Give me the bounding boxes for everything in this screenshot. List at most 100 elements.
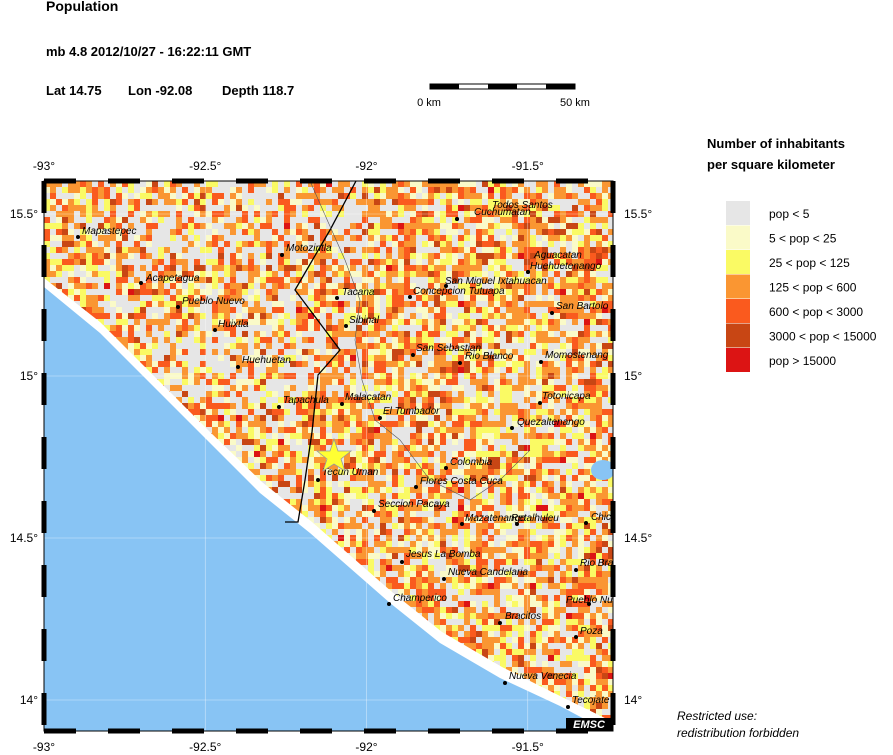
- pop-cell: [386, 265, 392, 271]
- pop-cell: [80, 229, 86, 235]
- pop-cell: [452, 247, 458, 253]
- pop-cell: [500, 319, 506, 325]
- pop-cell: [410, 277, 416, 283]
- pop-cell: [350, 277, 356, 283]
- pop-cell: [512, 445, 518, 451]
- pop-cell: [116, 289, 122, 295]
- pop-cell: [608, 487, 613, 493]
- pop-cell: [392, 331, 398, 337]
- pop-cell: [500, 421, 506, 427]
- pop-cell: [566, 343, 572, 349]
- pop-cell: [368, 301, 374, 307]
- pop-cell: [572, 337, 578, 343]
- pop-cell: [470, 343, 476, 349]
- pop-cell: [350, 307, 356, 313]
- pop-cell: [530, 199, 536, 205]
- pop-cell: [560, 289, 566, 295]
- pop-cell: [596, 445, 602, 451]
- pop-cell: [584, 379, 590, 385]
- pop-cell: [380, 253, 386, 259]
- pop-cell: [464, 259, 470, 265]
- pop-cell: [302, 487, 308, 493]
- pop-cell: [212, 307, 218, 313]
- pop-cell: [590, 253, 596, 259]
- pop-cell: [602, 181, 608, 187]
- pop-cell: [578, 253, 584, 259]
- pop-cell: [188, 205, 194, 211]
- pop-cell: [584, 421, 590, 427]
- pop-cell: [344, 181, 350, 187]
- pop-cell: [500, 307, 506, 313]
- pop-cell: [260, 379, 266, 385]
- pop-cell: [536, 409, 542, 415]
- pop-cell: [308, 235, 314, 241]
- pop-cell: [434, 355, 440, 361]
- pop-cell: [512, 229, 518, 235]
- pop-cell: [452, 415, 458, 421]
- pop-cell: [284, 343, 290, 349]
- pop-cell: [536, 463, 542, 469]
- pop-cell: [98, 229, 104, 235]
- pop-cell: [524, 301, 530, 307]
- pop-cell: [368, 241, 374, 247]
- pop-cell: [590, 223, 596, 229]
- pop-cell: [368, 325, 374, 331]
- pop-cell: [584, 259, 590, 265]
- pop-cell: [284, 415, 290, 421]
- pop-cell: [470, 313, 476, 319]
- pop-cell: [218, 241, 224, 247]
- pop-cell: [368, 469, 374, 475]
- pop-cell: [212, 253, 218, 259]
- pop-cell: [272, 277, 278, 283]
- pop-cell: [416, 451, 422, 457]
- pop-cell: [602, 301, 608, 307]
- pop-cell: [404, 451, 410, 457]
- pop-cell: [464, 445, 470, 451]
- pop-cell: [170, 205, 176, 211]
- pop-cell: [476, 205, 482, 211]
- pop-cell: [458, 205, 464, 211]
- pop-cell: [572, 199, 578, 205]
- pop-cell: [368, 343, 374, 349]
- pop-cell: [332, 313, 338, 319]
- pop-cell: [260, 181, 266, 187]
- pop-cell: [44, 229, 50, 235]
- pop-cell: [170, 253, 176, 259]
- pop-cell: [314, 223, 320, 229]
- pop-cell: [488, 307, 494, 313]
- pop-cell: [578, 433, 584, 439]
- pop-cell: [74, 217, 80, 223]
- pop-cell: [272, 331, 278, 337]
- pop-cell: [176, 265, 182, 271]
- pop-cell: [332, 469, 338, 475]
- pop-cell: [530, 385, 536, 391]
- pop-cell: [296, 193, 302, 199]
- pop-cell: [332, 205, 338, 211]
- pop-cell: [164, 379, 170, 385]
- pop-cell: [86, 193, 92, 199]
- pop-cell: [560, 487, 566, 493]
- pop-cell: [206, 181, 212, 187]
- pop-cell: [368, 433, 374, 439]
- pop-cell: [404, 463, 410, 469]
- pop-cell: [596, 229, 602, 235]
- pop-cell: [242, 205, 248, 211]
- pop-cell: [380, 379, 386, 385]
- pop-cell: [470, 253, 476, 259]
- pop-cell: [404, 433, 410, 439]
- pop-cell: [218, 187, 224, 193]
- pop-cell: [530, 289, 536, 295]
- pop-cell: [464, 181, 470, 187]
- pop-cell: [188, 349, 194, 355]
- pop-cell: [98, 223, 104, 229]
- pop-cell: [104, 241, 110, 247]
- pop-cell: [248, 433, 254, 439]
- pop-cell: [320, 289, 326, 295]
- pop-cell: [116, 229, 122, 235]
- pop-cell: [524, 187, 530, 193]
- pop-cell: [536, 481, 542, 487]
- pop-cell: [212, 283, 218, 289]
- pop-cell: [446, 295, 452, 301]
- pop-cell: [590, 325, 596, 331]
- pop-cell: [386, 463, 392, 469]
